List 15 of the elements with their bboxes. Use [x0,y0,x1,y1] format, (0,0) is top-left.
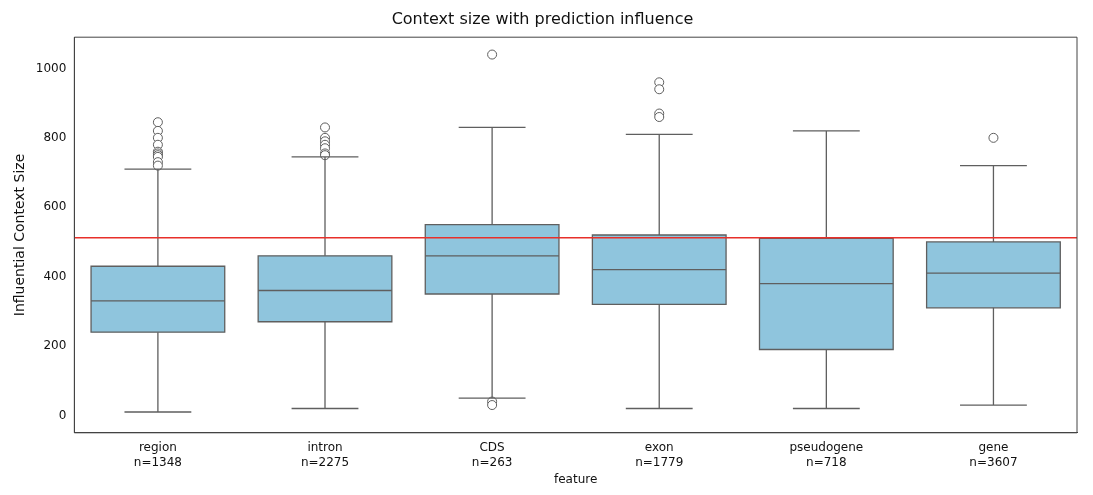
x-tick-label: intron n=2275 [300,440,350,469]
x-tick-label: gene n=3607 [969,440,1018,469]
y-tick-label: 600 [43,199,67,214]
y-tick-label: 400 [43,268,67,283]
y-tick-label: 200 [43,338,67,353]
y-tick-label: 1000 [35,60,67,75]
x-axis-title: feature [554,471,598,486]
y-tick-label: 0 [58,407,67,422]
chart-title: Context size with prediction influence [391,8,694,28]
x-tick-label: CDS n=263 [471,440,513,469]
x-tick-label: exon n=1779 [635,440,684,469]
y-axis-title: Influential Context Size [11,153,28,317]
x-tick-label: region n=1348 [133,440,182,469]
y-tick-label: 800 [43,129,67,144]
x-tick-label: pseudogene n=718 [789,440,864,469]
